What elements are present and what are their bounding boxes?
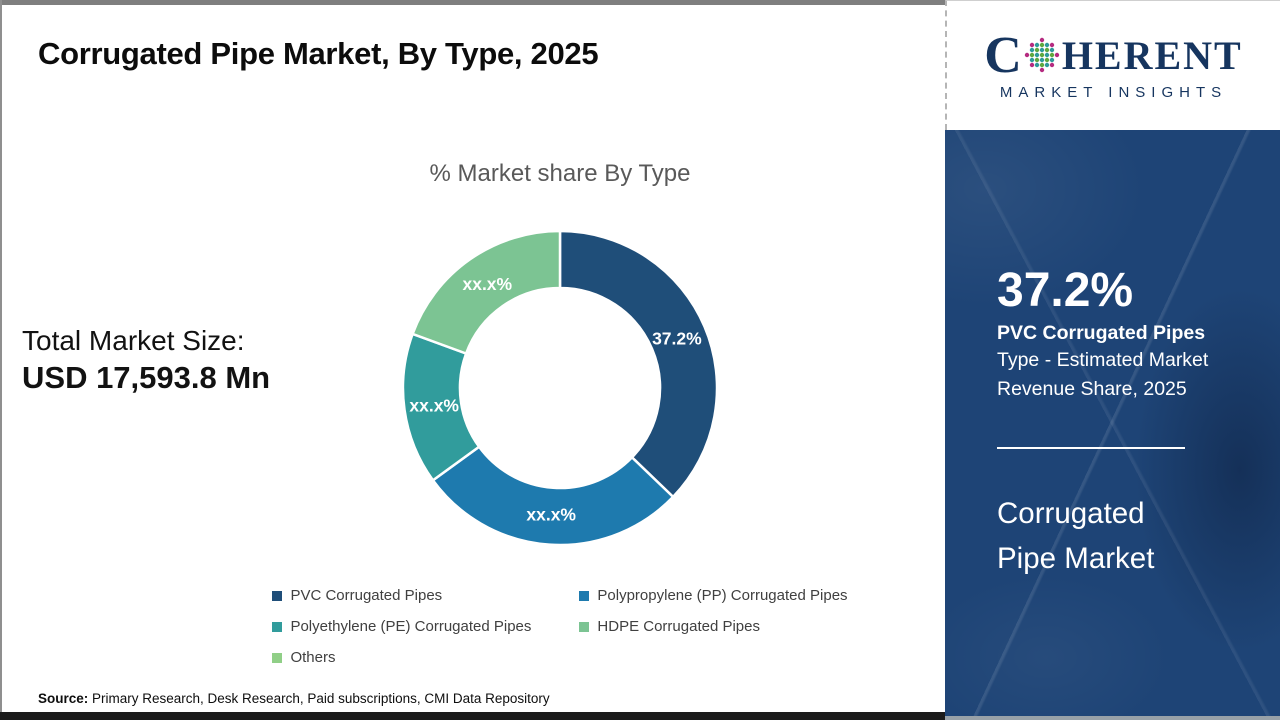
donut-chart: 37.2% xx.x% xx.x% xx.x% [401, 229, 719, 547]
legend-item: HDPE Corrugated Pipes [579, 617, 847, 636]
market-name: Corrugated Pipe Market [997, 497, 1155, 575]
highlight-sidebar: 37.2% PVC Corrugated Pipes Type - Estima… [945, 130, 1280, 716]
sidebar-bottom-line [945, 716, 1280, 720]
highlight-title: PVC Corrugated Pipes [997, 322, 1206, 344]
legend-item: Polyethylene (PE) Corrugated Pipes [272, 617, 531, 636]
donut-segment-label: xx.x% [462, 274, 512, 294]
source-line: Source: Primary Research, Desk Research,… [38, 691, 550, 706]
legend-marker [272, 652, 283, 663]
chart-title: % Market share By Type [429, 160, 691, 187]
left-edge [0, 0, 2, 712]
legend-item: PVC Corrugated Pipes [272, 586, 531, 605]
donut-segment [410, 229, 562, 356]
total-market-label: Total Market Size: [22, 325, 245, 356]
sidebar-divider [997, 447, 1185, 449]
globe-dots [1024, 37, 1060, 73]
highlight-value: 37.2% [997, 264, 1134, 317]
logo-letters-herent: HERENT [1061, 33, 1243, 78]
top-bar [0, 0, 947, 5]
donut-segment [558, 229, 719, 499]
donut-segment-label: 37.2% [652, 328, 702, 348]
legend-label: Polypropylene (PP) Corrugated Pipes [597, 587, 848, 604]
legend-label: Polyethylene (PE) Corrugated Pipes [290, 618, 532, 635]
legend-marker [272, 621, 283, 632]
highlight-subtitle: Type - Estimated Market Revenue Share, 2… [997, 349, 1209, 400]
legend-label: Others [290, 649, 336, 666]
total-market-value: USD 17,593.8 Mn [22, 360, 271, 395]
legend-label: HDPE Corrugated Pipes [597, 618, 760, 635]
brand-logo: C HERENT MARKET INSIGHTS [945, 0, 1280, 130]
legend-item: Polypropylene (PP) Corrugated Pipes [579, 586, 848, 605]
legend-marker [272, 590, 283, 601]
page-title: Corrugated Pipe Market, By Type, 2025 [38, 36, 599, 71]
donut-segment-label: xx.x% [526, 505, 576, 525]
chart-legend: PVC Corrugated Pipes Polypropylene (PP) C… [175, 586, 945, 667]
legend-marker [579, 621, 590, 632]
bottom-bar [0, 712, 945, 720]
legend-marker [579, 590, 590, 601]
legend-item: Others [272, 648, 531, 667]
total-market-size: Total Market Size: USD 17,593.8 Mn [22, 323, 270, 397]
legend-label: PVC Corrugated Pipes [290, 587, 443, 604]
source-text: Primary Research, Desk Research, Paid su… [88, 691, 550, 706]
donut-segment [431, 445, 675, 547]
donut-segment-label: xx.x% [409, 396, 459, 416]
dotted-globe-icon [1024, 37, 1060, 73]
logo-subtitle: MARKET INSIGHTS [999, 84, 1228, 101]
logo-letter-c: C [984, 27, 1022, 84]
source-label: Source: [38, 691, 89, 706]
logo-wordmark: C HERENT [984, 30, 1243, 82]
